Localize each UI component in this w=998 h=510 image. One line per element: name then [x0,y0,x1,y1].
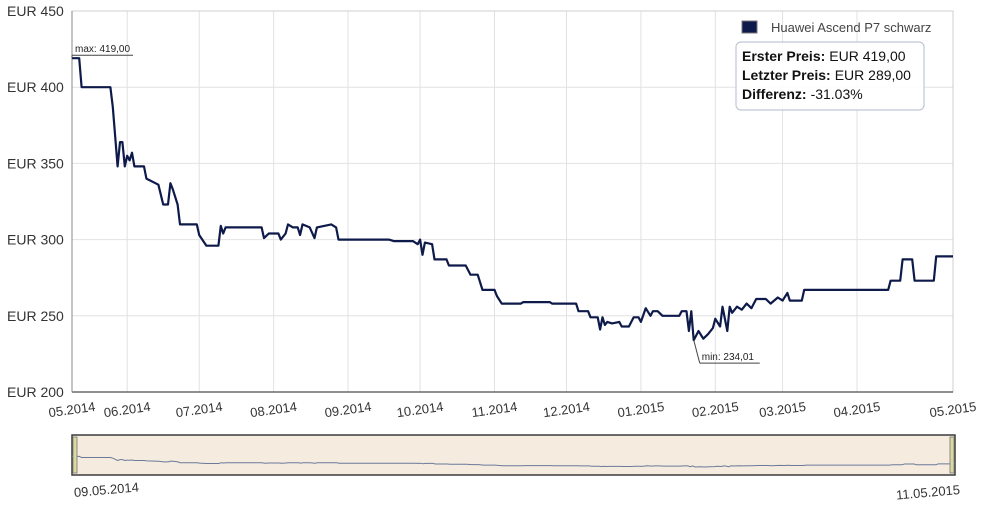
x-tick-label: 09.2014 [324,399,373,420]
legend-swatch [741,20,758,34]
legend[interactable]: Huawei Ascend P7 schwarz [741,20,931,35]
x-tick-label: 12.2014 [542,399,591,420]
x-axis: 05.2014 06.2014 07.2014 08.2014 09.2014 10.20… [48,399,978,420]
info-box-frame [735,41,925,111]
navigator-end-label: 11.05.2015 [895,482,960,503]
y-tick-label: EUR 400 [7,79,64,95]
x-tick-label: 05.2015 [929,399,978,420]
y-tick-label: EUR 350 [7,155,64,171]
navigator-left-handle[interactable] [72,436,78,474]
navigator-right-handle[interactable] [949,436,955,474]
info-row-label: Letzter Preis: [742,67,831,83]
min-annotation-label: min: 234,01 [702,352,755,363]
y-axis: EUR 200 EUR 250 EUR 300 EUR 350 EUR 400 EUR 4… [7,3,64,400]
legend-label[interactable]: Huawei Ascend P7 schwarz [771,20,931,35]
series-layer [72,57,953,342]
series-line [72,57,953,342]
x-tick-label: 04.2015 [833,399,882,420]
navigator-start-label: 09.05.2014 [73,479,139,500]
x-tick-label: 11.2014 [471,399,519,420]
x-tick-label: 08.2014 [249,399,298,420]
annotations: max: 419,00 min: 234,01 [71,44,760,364]
info-row-value: EUR 289,00 [835,67,911,83]
x-tick-label: 07.2014 [175,399,224,420]
annotation-leader [693,340,701,364]
y-tick-label: EUR 200 [7,384,64,400]
x-tick-label: 06.2014 [103,399,152,420]
info-row-label: Differenz: [742,86,807,102]
info-row: Differenz: -31.03% [742,86,863,102]
y-tick-label: EUR 250 [7,308,64,324]
info-row-value: EUR 419,00 [829,48,905,64]
navigator-series-line [72,455,955,468]
max-annotation-label: max: 419,00 [75,44,130,55]
navigator[interactable]: 09.05.2014 11.05.2015 [71,434,961,503]
x-tick-label: 03.2015 [758,399,807,420]
x-tick-label: 05.2014 [48,399,97,420]
info-row-label: Erster Preis: [742,48,825,64]
y-tick-label: EUR 450 [7,3,64,19]
x-tick-label: 01.2015 [617,399,666,420]
info-row: Erster Preis: EUR 419,00 [742,48,906,64]
grid [71,10,954,393]
y-tick-label: EUR 300 [7,232,64,248]
x-tick-label: 10.2014 [396,399,445,420]
info-row-value: -31.03% [811,86,863,102]
navigator-track[interactable] [71,434,956,476]
x-tick-label: 02.2015 [691,399,740,420]
info-row: Letzter Preis: EUR 289,00 [742,67,911,83]
